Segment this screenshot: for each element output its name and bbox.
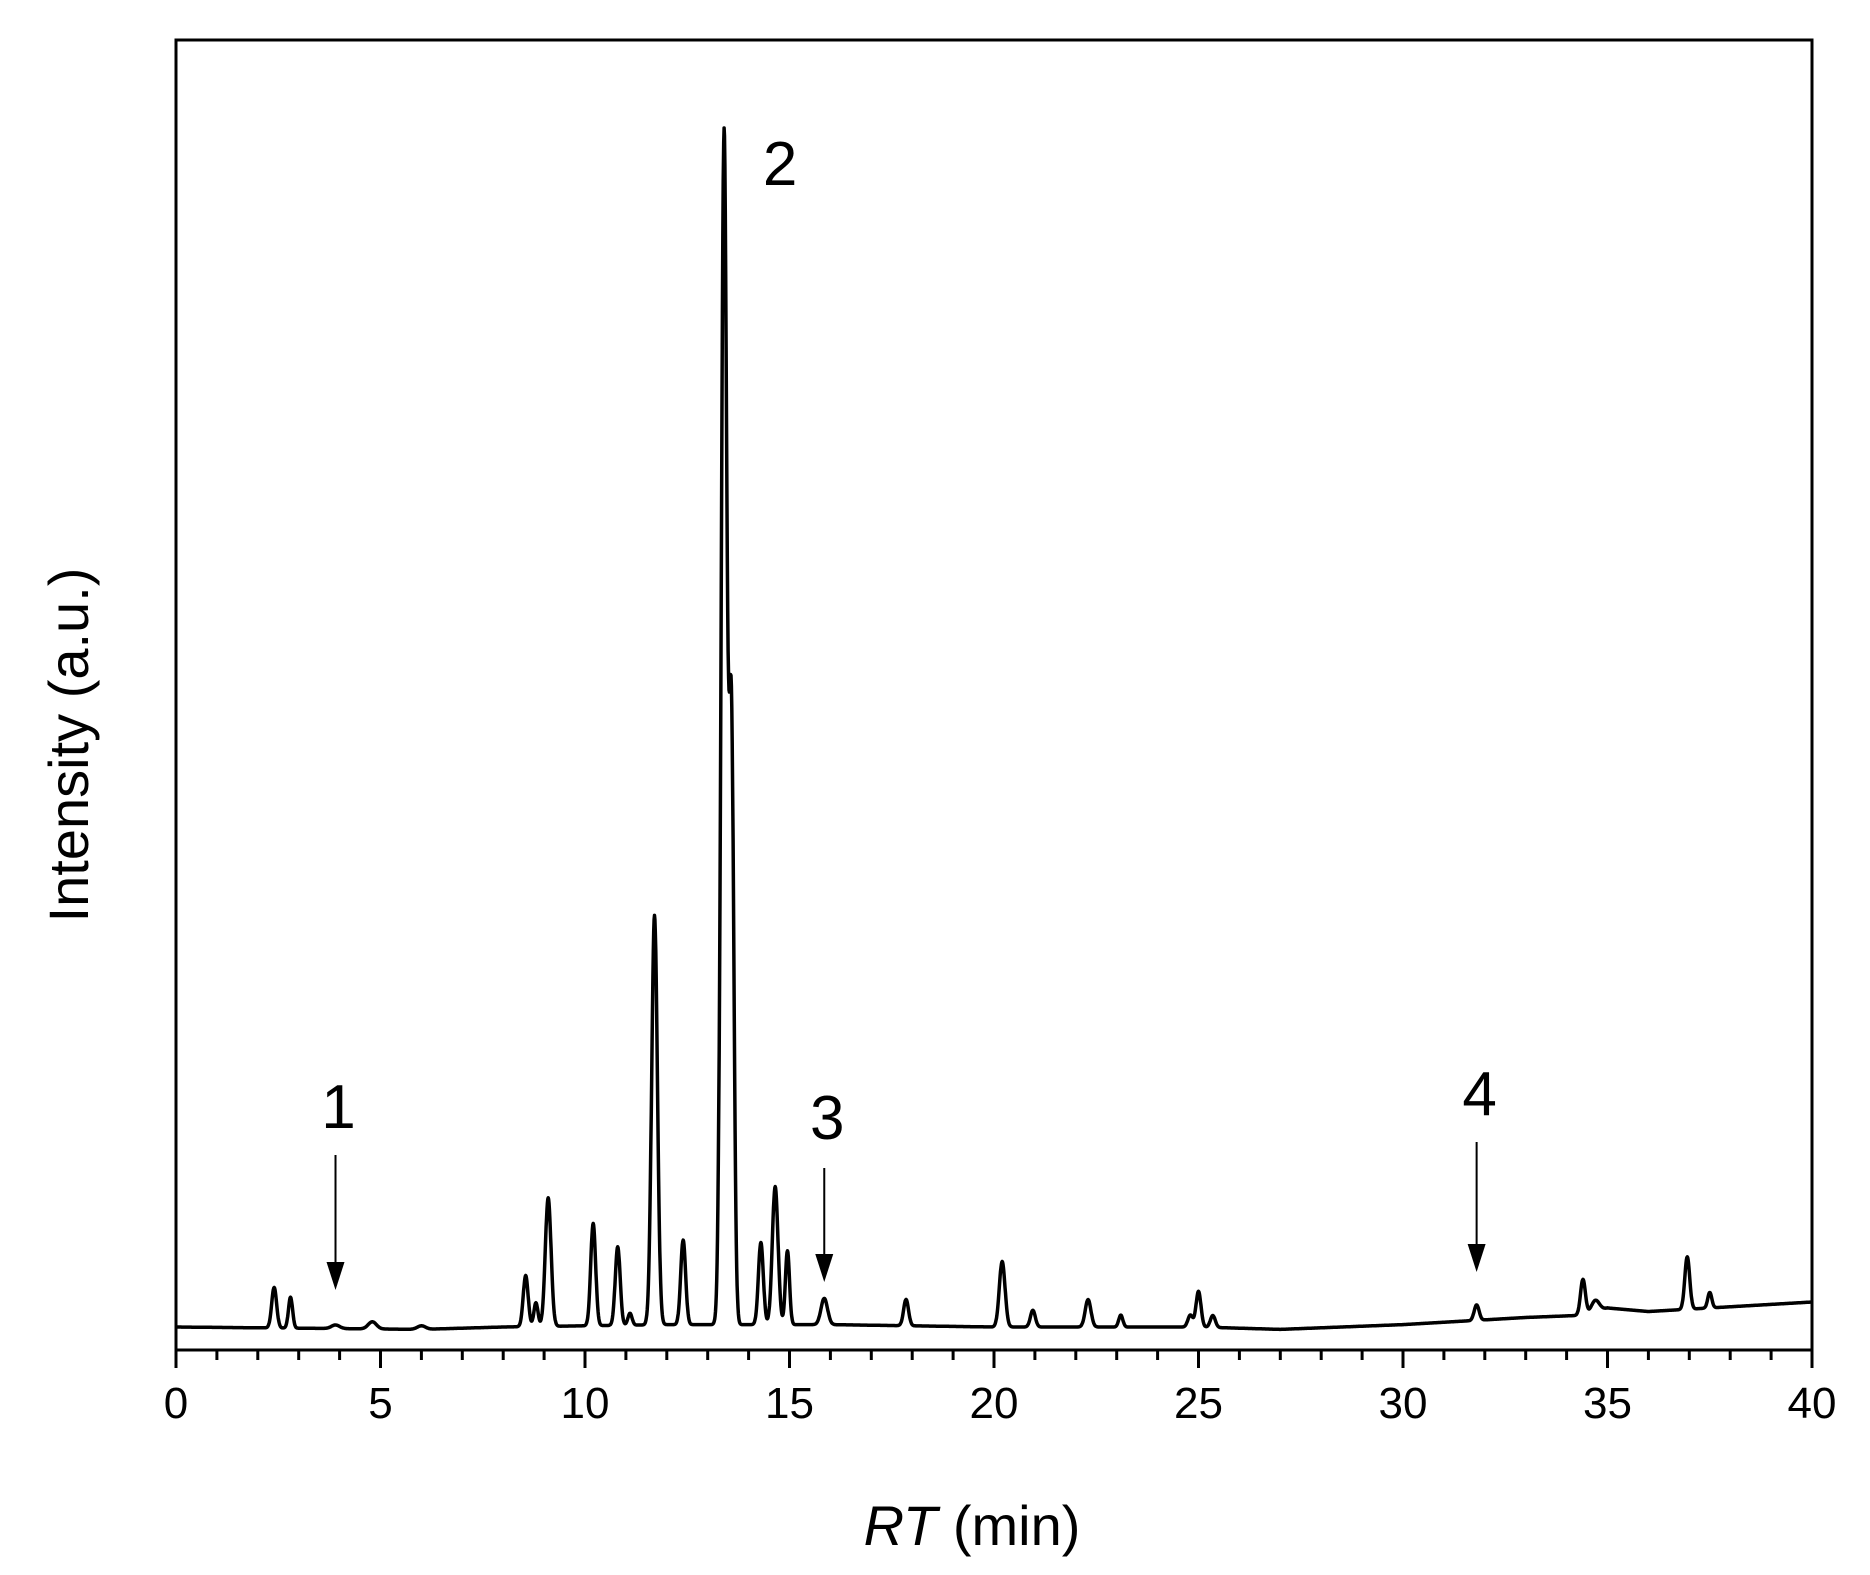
arrow-head-4 [1467,1244,1486,1272]
peak-label-3: 3 [810,1084,844,1153]
x-tick-label: 35 [1583,1379,1632,1428]
x-tick-label: 25 [1174,1379,1223,1428]
chromatogram-trace [174,126,1814,1332]
x-tick-label: 0 [164,1379,188,1428]
x-axis-label-unit: (min) [937,1494,1080,1557]
x-tick-label: 10 [561,1379,610,1428]
x-tick-label: 40 [1788,1379,1837,1428]
peak-label-1: 1 [321,1073,355,1142]
x-tick-label: 30 [1379,1379,1428,1428]
arrow-head-3 [815,1254,834,1282]
x-axis: 0 5 10 15 20 25 30 35 40 [164,1350,1837,1428]
peak-label-2: 2 [763,130,797,199]
x-axis-label-italic: RT [864,1494,941,1557]
x-tick-label: 5 [368,1379,392,1428]
y-axis-label: Intensity (a.u.) [37,568,100,923]
x-tick-label: 15 [765,1379,814,1428]
trace-layer [174,126,1814,1332]
annotations: 1 2 3 4 [321,130,1497,1290]
x-axis-label: RT (min) [864,1494,1081,1557]
x-tick-label: 20 [970,1379,1019,1428]
peak-label-4: 4 [1462,1060,1496,1129]
arrow-head-1 [326,1262,345,1290]
